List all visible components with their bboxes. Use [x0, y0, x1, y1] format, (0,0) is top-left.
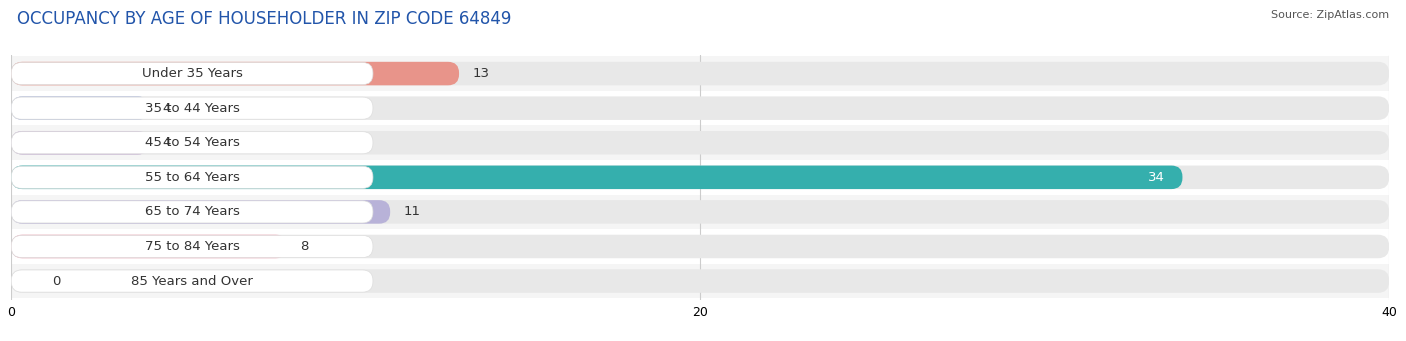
Text: 8: 8 [301, 240, 309, 253]
Text: 4: 4 [163, 136, 172, 149]
Text: 65 to 74 Years: 65 to 74 Years [145, 205, 239, 218]
FancyBboxPatch shape [11, 62, 373, 85]
FancyBboxPatch shape [11, 160, 1389, 195]
Text: 85 Years and Over: 85 Years and Over [131, 275, 253, 287]
FancyBboxPatch shape [11, 235, 1389, 258]
FancyBboxPatch shape [11, 131, 149, 154]
FancyBboxPatch shape [11, 166, 1182, 189]
Text: 11: 11 [404, 205, 420, 218]
FancyBboxPatch shape [11, 91, 1389, 125]
Text: 45 to 54 Years: 45 to 54 Years [145, 136, 239, 149]
Text: 34: 34 [1149, 171, 1166, 184]
FancyBboxPatch shape [11, 269, 1389, 293]
FancyBboxPatch shape [11, 125, 1389, 160]
FancyBboxPatch shape [11, 200, 389, 224]
Text: Source: ZipAtlas.com: Source: ZipAtlas.com [1271, 10, 1389, 20]
Text: 55 to 64 Years: 55 to 64 Years [145, 171, 239, 184]
FancyBboxPatch shape [11, 62, 458, 85]
Text: 35 to 44 Years: 35 to 44 Years [145, 102, 239, 115]
FancyBboxPatch shape [11, 62, 1389, 85]
Text: 13: 13 [472, 67, 489, 80]
Text: 75 to 84 Years: 75 to 84 Years [145, 240, 239, 253]
FancyBboxPatch shape [11, 235, 373, 257]
FancyBboxPatch shape [11, 56, 1389, 91]
FancyBboxPatch shape [11, 229, 1389, 264]
FancyBboxPatch shape [11, 132, 373, 154]
FancyBboxPatch shape [11, 264, 1389, 298]
Text: OCCUPANCY BY AGE OF HOUSEHOLDER IN ZIP CODE 64849: OCCUPANCY BY AGE OF HOUSEHOLDER IN ZIP C… [17, 10, 512, 28]
Text: 0: 0 [52, 275, 60, 287]
FancyBboxPatch shape [11, 235, 287, 258]
FancyBboxPatch shape [11, 166, 1389, 189]
FancyBboxPatch shape [11, 97, 149, 120]
FancyBboxPatch shape [11, 131, 1389, 154]
FancyBboxPatch shape [11, 270, 373, 292]
Text: 4: 4 [163, 102, 172, 115]
FancyBboxPatch shape [11, 195, 1389, 229]
FancyBboxPatch shape [11, 200, 1389, 224]
FancyBboxPatch shape [11, 97, 373, 119]
Text: Under 35 Years: Under 35 Years [142, 67, 242, 80]
FancyBboxPatch shape [11, 201, 373, 223]
FancyBboxPatch shape [11, 97, 1389, 120]
FancyBboxPatch shape [11, 166, 373, 188]
